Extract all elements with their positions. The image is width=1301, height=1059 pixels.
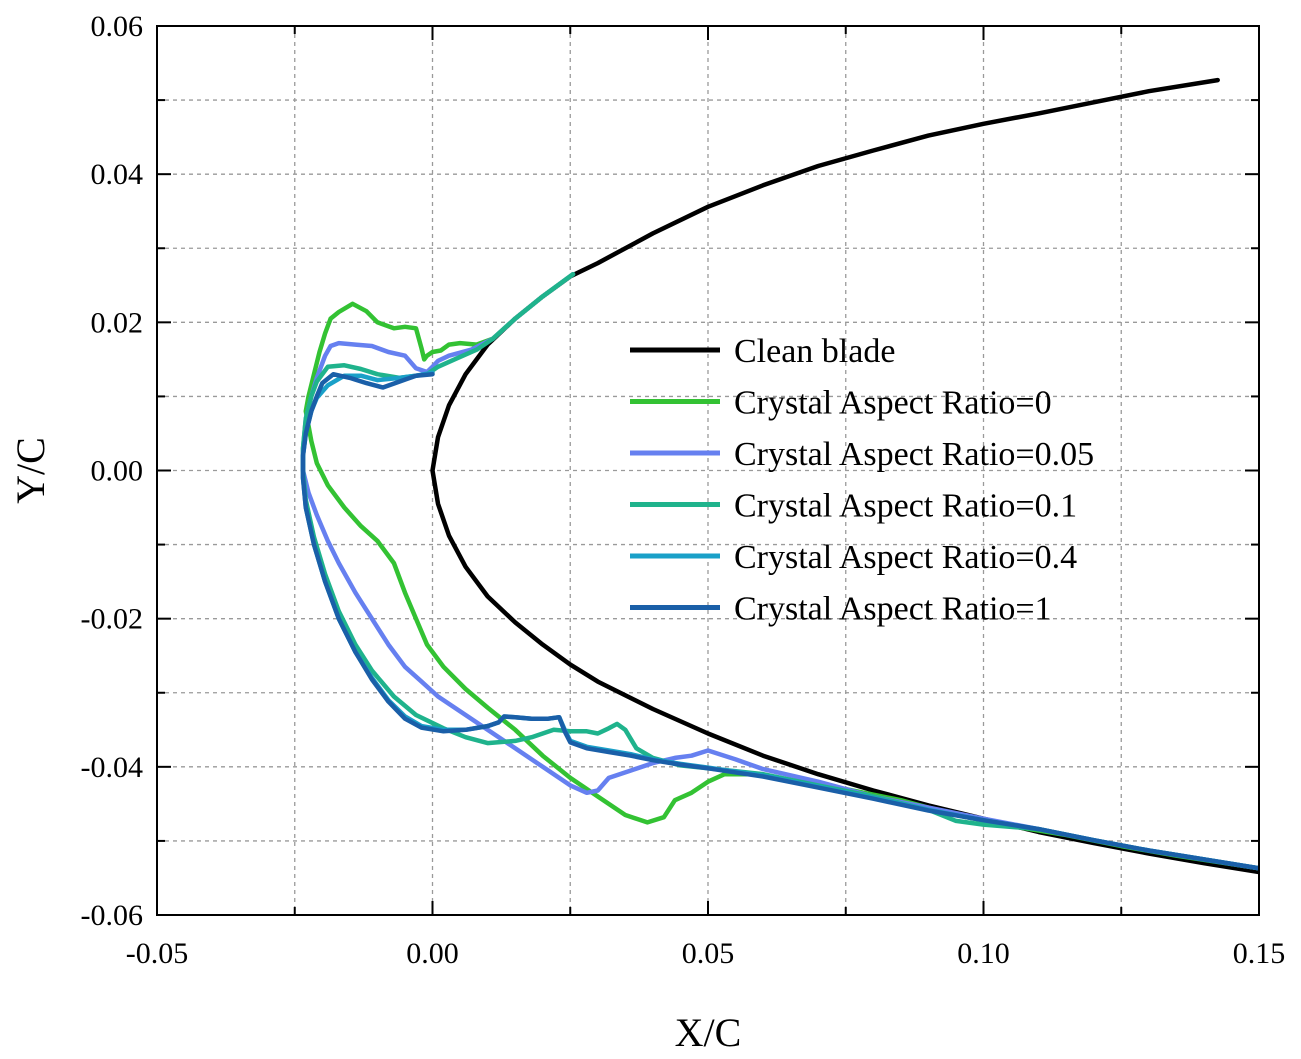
tick-labels: -0.05 0.00 0.05 0.10 0.15 -0.06 -0.04 -0.02 0.00… xyxy=(81,10,1286,970)
y-tick-label: 0.04 xyxy=(91,158,144,191)
legend-label-1: Crystal Aspect Ratio=0 xyxy=(734,385,1052,422)
y-tick-label: 0.02 xyxy=(91,306,144,339)
y-tick-label: -0.04 xyxy=(81,751,144,784)
x-tick-label: -0.05 xyxy=(126,937,189,970)
y-tick-label: -0.02 xyxy=(81,603,144,636)
legend-label-5: Crystal Aspect Ratio=1 xyxy=(734,591,1052,628)
y-tick-label: -0.06 xyxy=(81,899,144,932)
x-tick-label: 0.10 xyxy=(957,937,1010,970)
x-tick-label: 0.15 xyxy=(1233,937,1286,970)
plot-area xyxy=(300,77,1259,875)
y-tick-label: 0.00 xyxy=(91,455,144,488)
legend-label-3: Crystal Aspect Ratio=0.1 xyxy=(734,488,1077,525)
legend-label-4: Crystal Aspect Ratio=0.4 xyxy=(734,539,1077,576)
legend-label-0: Clean blade xyxy=(734,333,895,370)
series-line-5 xyxy=(300,371,1259,871)
legend: Clean blade Crystal Aspect Ratio=0 Crystal… xyxy=(630,333,1094,628)
x-tick-label: 0.05 xyxy=(682,937,735,970)
axis-ticks xyxy=(156,25,1260,916)
x-tick-label: 0.00 xyxy=(406,937,459,970)
series-line-2 xyxy=(300,271,1259,871)
legend-label-2: Crystal Aspect Ratio=0.05 xyxy=(734,436,1094,473)
y-axis-label: Y/C xyxy=(8,437,53,504)
x-axis-label: X/C xyxy=(675,1010,742,1055)
y-tick-label: 0.06 xyxy=(91,10,144,43)
